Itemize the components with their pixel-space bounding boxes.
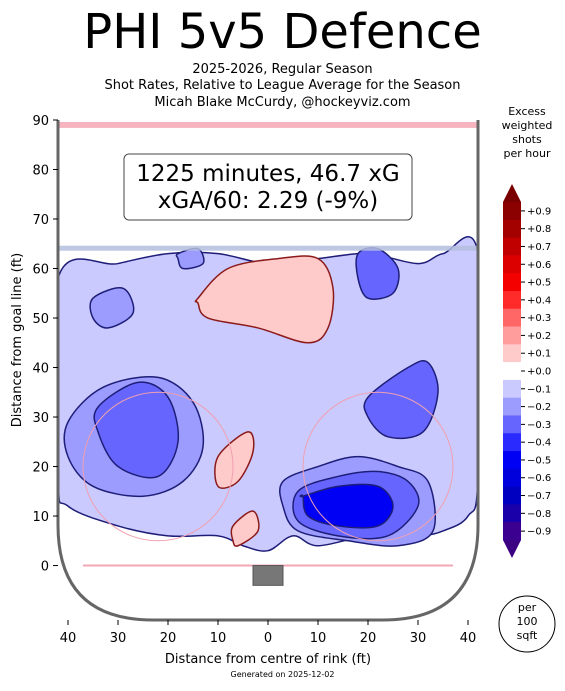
x-tick-label-3: 10 <box>210 631 227 646</box>
heat-region-3 <box>89 287 135 329</box>
colorbar-label-6: +0.3 <box>527 313 551 324</box>
colorbar-swatch-13 <box>503 433 521 452</box>
colorbar-swatch-7 <box>503 326 521 345</box>
x-tick-label-7: 30 <box>410 631 427 646</box>
colorbar-label-10: −0.1 <box>527 384 551 395</box>
x-tick-label-4: 0 <box>264 631 272 646</box>
x-tick-label-6: 20 <box>360 631 377 646</box>
colorbar-swatch-5 <box>503 290 521 310</box>
colorbar-swatch-8 <box>503 344 521 363</box>
colorbar-label-4: +0.5 <box>527 278 551 289</box>
y-tick-label-5: 50 <box>32 312 49 327</box>
y-tick-label-9: 90 <box>32 114 49 129</box>
heat-region-12 <box>230 510 260 547</box>
y-tick-label-4: 40 <box>32 362 49 377</box>
subtitle-season: 2025-2026, Regular Season <box>192 62 373 77</box>
colorbar-max-extend <box>503 184 521 202</box>
heat-region-9 <box>175 247 205 270</box>
colorbar-label-7: +0.2 <box>527 331 551 342</box>
colorbar-label-3: +0.6 <box>527 260 551 271</box>
colorbar-label-8: +0.1 <box>527 349 551 360</box>
colorbar-title-3: per hour <box>504 147 551 160</box>
y-tick-label-3: 30 <box>32 411 49 426</box>
colorbar-swatch-10 <box>503 379 521 399</box>
x-tick-label-2: 20 <box>160 631 177 646</box>
colorbar-swatch-3 <box>503 255 521 274</box>
colorbar-title-2: shots <box>512 133 542 146</box>
colorbar-title-1: weighted <box>502 119 553 132</box>
colorbar-label-16: −0.7 <box>527 491 551 502</box>
x-axis-label: Distance from centre of rink (ft) <box>165 652 371 667</box>
colorbar-swatch-12 <box>503 415 521 434</box>
colorbar-min-extend <box>503 540 521 558</box>
colorbar-swatch-1 <box>503 219 521 239</box>
colorbar-swatch-14 <box>503 451 521 470</box>
colorbar-swatch-4 <box>503 273 521 292</box>
colorbar-label-11: −0.2 <box>527 402 551 413</box>
goal-net <box>252 565 284 586</box>
colorbar-swatch-18 <box>503 522 521 541</box>
colorbar-swatch-2 <box>503 237 521 256</box>
colorbar-swatch-0 <box>503 202 521 221</box>
y-tick-label-8: 80 <box>32 164 49 179</box>
red-line <box>58 121 478 128</box>
info-box <box>123 153 413 221</box>
colorbar-swatch-9 <box>503 362 521 381</box>
colorbar-label-17: −0.8 <box>527 509 551 520</box>
y-axis-label: Distance from goal line (ft) <box>10 253 25 427</box>
heat-region-11 <box>214 431 255 489</box>
heat-region-7 <box>363 360 439 440</box>
unit-badge-line-2: sqft <box>517 629 538 642</box>
unit-badge-line-0: per <box>518 601 537 614</box>
heat-region-8 <box>355 246 400 300</box>
y-tick-label-2: 20 <box>32 461 49 476</box>
colorbar-swatch-16 <box>503 486 521 505</box>
subtitle-description: Shot Rates, Relative to League Average f… <box>104 78 461 93</box>
colorbar-swatch-11 <box>503 397 521 416</box>
info-box-line2: xGA/60: 2.29 (-9%) <box>158 188 379 214</box>
colorbar-title-0: Excess <box>508 105 546 118</box>
y-tick-label-0: 0 <box>41 560 49 575</box>
colorbar-label-1: +0.8 <box>527 224 551 235</box>
x-tick-label-1: 30 <box>110 631 127 646</box>
colorbar-label-13: −0.4 <box>527 438 551 449</box>
colorbar-label-14: −0.5 <box>527 455 551 466</box>
generated-date: Generated on 2025-12-02 <box>230 670 335 679</box>
chart-title: PHI 5v5 Defence <box>83 4 482 60</box>
colorbar-label-2: +0.7 <box>527 242 551 253</box>
colorbar-label-5: +0.4 <box>527 295 551 306</box>
colorbar-label-0: +0.9 <box>527 206 551 217</box>
blue-line <box>58 245 478 251</box>
faceoff-circle-1 <box>302 391 454 542</box>
x-tick-label-5: 10 <box>310 631 327 646</box>
y-tick-label-1: 10 <box>32 510 49 525</box>
x-tick-label-8: 40 <box>460 631 477 646</box>
colorbar-swatch-15 <box>503 468 521 488</box>
subtitle-author: Micah Blake McCurdy, @hockeyviz.com <box>154 95 411 110</box>
colorbar-label-15: −0.6 <box>527 473 551 484</box>
colorbar-label-18: −0.9 <box>527 527 551 538</box>
y-tick-label-7: 70 <box>32 213 49 228</box>
heat-region-2 <box>93 381 180 479</box>
faceoff-circle-0 <box>82 391 234 542</box>
unit-badge-line-1: 100 <box>517 615 538 628</box>
colorbar-label-9: +0.0 <box>527 367 551 378</box>
colorbar-swatch-17 <box>503 504 521 523</box>
colorbar-swatch-6 <box>503 308 521 328</box>
colorbar-label-12: −0.3 <box>527 420 551 431</box>
y-tick-label-6: 60 <box>32 263 49 278</box>
x-tick-label-0: 40 <box>60 631 77 646</box>
heat-region-10 <box>194 255 335 344</box>
info-box-line1: 1225 minutes, 46.7 xG <box>136 161 400 187</box>
unit-badge <box>498 595 556 653</box>
